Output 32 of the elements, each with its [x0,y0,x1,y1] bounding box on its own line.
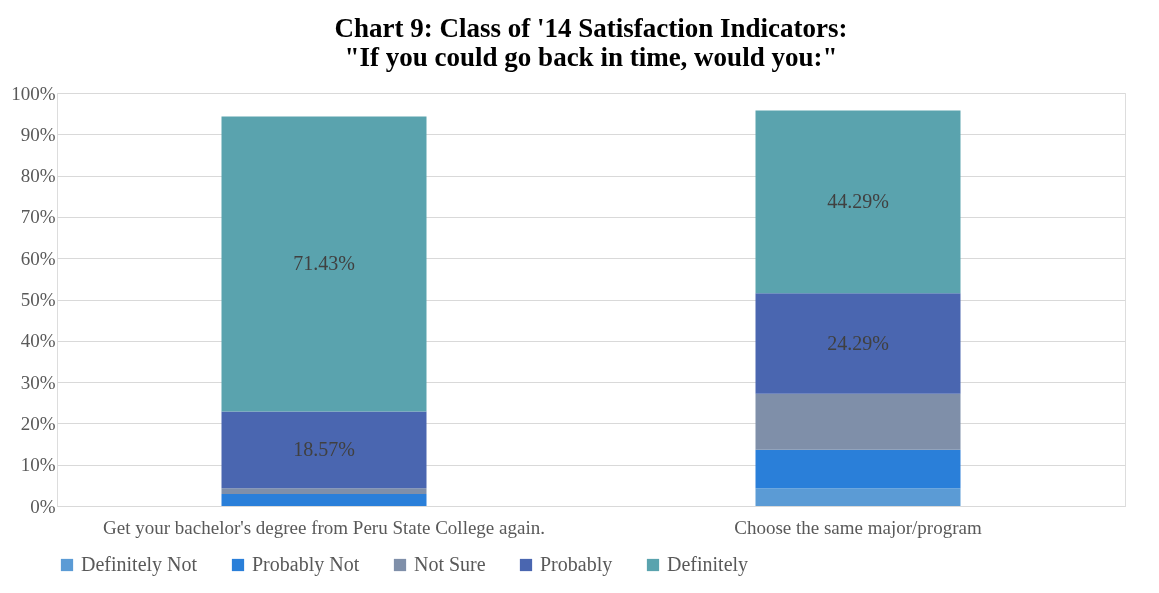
y-tick-label: 0% [30,495,56,517]
y-tick-label: 40% [20,330,56,352]
y-tick-label: 70% [20,206,56,228]
bar [755,449,961,489]
bar [221,494,427,506]
legend-label: Definitely [667,553,749,576]
bar [755,393,961,450]
data-label: 18.57% [293,437,355,460]
y-tick-label: 50% [20,289,56,310]
data-label: 44.29% [827,189,889,212]
y-tick-label: 10% [20,454,56,476]
x-tick-label: Get your bachelor's degree from Peru State College again. [103,516,545,538]
chart-title: Chart 9: Class of '14 Satisfaction Indicators: "If you could go back in time, would you:" [334,13,848,72]
bar [221,116,427,412]
y-tick-label: 80% [20,165,56,187]
bar [755,488,961,506]
legend-label: Not Sure [414,553,486,575]
legend-label: Definitely Not [81,553,198,576]
legend-label: Probably Not [252,553,360,576]
y-tick-label: 30% [20,371,56,393]
legend-label: Probably [540,553,613,576]
y-tick-label: 20% [20,412,56,434]
bar [221,411,427,489]
y-tick-label: 100% [11,82,56,104]
bar [755,293,961,394]
data-label: 71.43% [293,252,355,275]
bar [755,110,961,294]
data-label: 24.29% [827,331,889,354]
bar [221,488,427,495]
y-tick-label: 60% [20,247,56,269]
y-tick-label: 90% [20,123,56,145]
x-tick-label: Choose the same major/program [734,516,982,538]
